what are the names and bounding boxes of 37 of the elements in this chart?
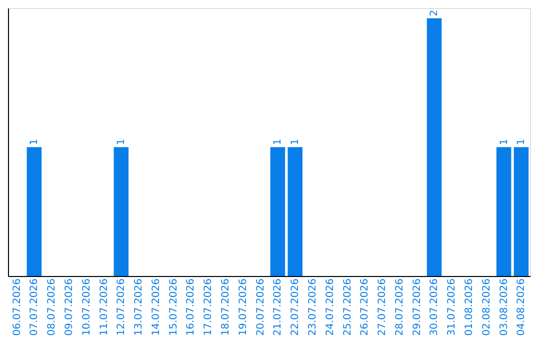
data-label: 2 <box>429 10 440 16</box>
x-tick-label: 18.07.2026 <box>220 278 232 336</box>
data-label: 1 <box>290 138 302 146</box>
x-tick-label: 11.07.2026 <box>98 278 110 336</box>
x-tick-label: 08.07.2026 <box>46 278 58 336</box>
x-tick-label: 26.07.2026 <box>360 278 371 336</box>
x-tick-label: 13.07.2026 <box>134 278 145 336</box>
x-tick-label: 20.07.2026 <box>255 278 266 336</box>
x-tick-label: 25.07.2026 <box>342 278 354 336</box>
x-tick-label: 23.07.2026 <box>307 278 318 336</box>
x-tick-label: 03.08.2026 <box>498 278 510 336</box>
data-label: 1 <box>516 138 528 146</box>
data-label: 1 <box>272 138 284 146</box>
data-label: 1 <box>29 138 40 146</box>
x-tick-label: 14.07.2026 <box>150 278 162 336</box>
x-tick-label: 19.07.2026 <box>238 278 249 336</box>
x-tick-label: 21.07.2026 <box>272 278 284 336</box>
x-tick-label: 17.07.2026 <box>203 278 214 336</box>
x-tick-label: 02.08.2026 <box>481 278 492 336</box>
x-tick-label: 16.07.2026 <box>186 278 197 336</box>
x-tick-label: 09.07.2026 <box>64 278 75 336</box>
data-label: 1 <box>116 138 128 146</box>
x-tick-label: 31.07.2026 <box>446 278 458 336</box>
x-tick-label: 12.07.2026 <box>116 278 128 336</box>
x-tick-label: 04.08.2026 <box>516 278 528 336</box>
data-label: 1 <box>498 138 510 146</box>
x-tick-label: 29.07.2026 <box>412 278 423 336</box>
x-tick-label: 10.07.2026 <box>81 278 92 336</box>
x-tick-label: 28.07.2026 <box>394 278 406 336</box>
x-tick-label: 24.07.2026 <box>324 278 336 336</box>
x-tick-label: 01.08.2026 <box>464 278 476 336</box>
x-tick-label: 15.07.2026 <box>168 278 180 336</box>
x-tick-label: 06.07.2026 <box>12 278 23 336</box>
x-tick-label: 27.07.2026 <box>377 278 388 336</box>
x-tick-label: 22.07.2026 <box>290 278 302 336</box>
x-tick-label: 07.07.2026 <box>29 278 40 336</box>
x-tick-label: 30.07.2026 <box>429 278 440 336</box>
